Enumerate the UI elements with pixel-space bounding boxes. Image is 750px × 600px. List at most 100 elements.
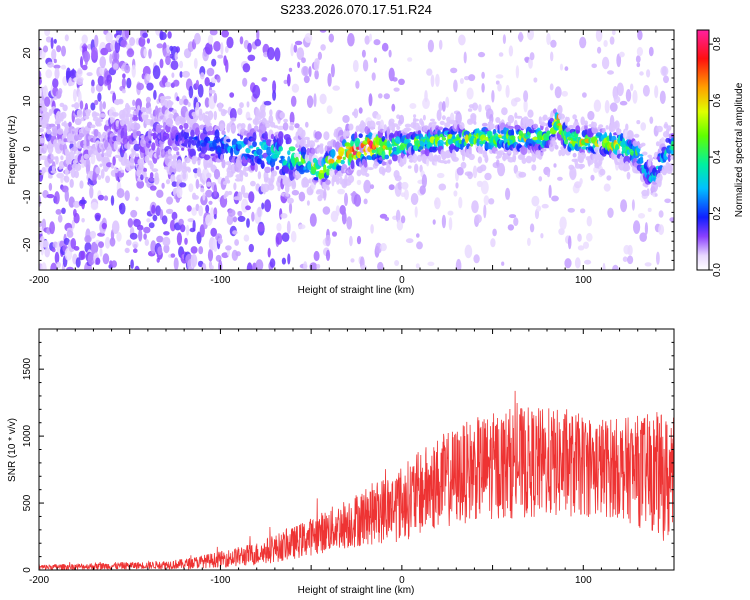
spectrogram-cell — [190, 129, 195, 138]
spectrogram-cell — [109, 237, 116, 247]
spectrogram-cell — [320, 44, 326, 51]
spectrogram-cell — [479, 164, 487, 172]
colorbar-tick-label: 0.8 — [712, 37, 723, 51]
spectrogram-cell — [460, 161, 467, 169]
spectrogram-cell — [579, 36, 587, 49]
spectrogram-cell — [98, 241, 104, 249]
spectrogram-cell — [86, 72, 93, 77]
spectrogram-cell — [527, 118, 534, 128]
spectrogram-cell — [142, 32, 149, 38]
spectrogram-cell — [548, 143, 555, 152]
spectrogram-cell — [124, 190, 130, 202]
spectrogram-cell — [53, 58, 57, 64]
spectrogram-cell — [379, 119, 384, 129]
spectrogram-cell — [466, 87, 474, 100]
spectrogram-cell — [662, 170, 667, 176]
spectrogram-cell — [90, 85, 95, 94]
spectrogram-cell — [356, 151, 362, 159]
spectrogram-cell — [124, 247, 130, 254]
spectrogram-cell — [179, 116, 186, 125]
spectrogram-cell — [448, 217, 453, 231]
spectrogram-cell — [220, 42, 224, 56]
spectrogram-cell — [495, 117, 501, 123]
spectrogram-cell — [170, 174, 176, 184]
spectrogram-cell — [352, 59, 359, 73]
spectrogram-cell — [132, 99, 136, 107]
spectrogram-cell — [554, 144, 559, 150]
spectrogram-cell — [564, 66, 569, 71]
y-tick-label: 500 — [22, 494, 33, 511]
spectrogram-cell — [480, 146, 483, 155]
snr-panel: -200 -100 0 100 0 500 1000 1500 Height o… — [7, 328, 675, 596]
spectrogram-cell — [45, 36, 52, 43]
spectrogram-cell — [170, 60, 179, 71]
spectrogram-cell — [198, 111, 203, 121]
spectrogram-cell — [316, 189, 324, 193]
spectrogram-cell — [99, 113, 106, 118]
spectrogram-cell — [498, 52, 504, 57]
x-tick-label: 100 — [575, 575, 592, 586]
spectrogram-cell — [164, 95, 172, 100]
spectrogram-cell — [527, 109, 534, 118]
spectrogram-cell — [417, 125, 422, 132]
spectrogram-cell — [513, 164, 518, 174]
spectrogram-cell — [564, 258, 572, 269]
spectrogram-cell — [356, 235, 362, 245]
spectrogram-cell — [301, 57, 306, 64]
colorbar-tick-label: 0.4 — [712, 150, 723, 164]
spectrogram-cell — [532, 136, 539, 141]
spectrogram-cell — [587, 110, 595, 121]
spectrogram-cell — [367, 167, 374, 171]
spectrogram-cell — [246, 262, 253, 270]
spectrogram-cell — [188, 85, 194, 99]
spectrogram-cell — [95, 214, 101, 222]
spectrogram-cell — [143, 167, 148, 173]
spectrogram-cell — [257, 206, 262, 218]
spectrogram-cell — [210, 207, 215, 221]
spectrogram-cell — [143, 171, 147, 179]
spectrogram-cell — [479, 140, 484, 145]
spectrogram-cell — [107, 154, 112, 158]
spectrogram-cell — [378, 93, 383, 99]
spectrogram-cell — [178, 218, 184, 226]
spectrogram-cell — [438, 39, 443, 50]
spectrogram-cell — [140, 107, 147, 113]
spectrogram-cell — [245, 205, 251, 211]
spectrogram-cell — [210, 227, 217, 237]
spectrogram-cell — [126, 105, 131, 114]
spectrogram-cell — [89, 230, 96, 239]
spectrogram-cell — [170, 253, 176, 258]
spectrogram-cell — [488, 198, 495, 205]
spectrogram-cell — [656, 125, 663, 133]
spectrogram-cell — [202, 192, 206, 201]
y-tick-label: 20 — [22, 47, 33, 59]
spectrogram-cell — [473, 121, 477, 125]
spectrogram-cell — [162, 236, 171, 247]
spectrogram-cell — [290, 43, 294, 57]
spectrogram-cell — [348, 123, 354, 131]
spectrogram-cell — [278, 146, 284, 152]
spectrogram-cell — [258, 122, 267, 134]
spectrogram-cell — [166, 196, 174, 205]
spectrogram-cell — [134, 265, 140, 270]
spectrogram-cell — [165, 179, 171, 185]
spectrogram-cell — [656, 172, 663, 183]
spectrogram-cell — [436, 172, 445, 179]
spectrogram-cell — [654, 193, 658, 197]
spectrogram-cell — [560, 147, 566, 157]
spectrogram-cell — [380, 243, 387, 252]
spectrogram-cell — [340, 159, 345, 165]
spectrogram-cell — [204, 77, 210, 87]
spectrogram-cell — [363, 160, 368, 168]
spectrogram-cell — [332, 85, 341, 91]
spectrogram-cell — [159, 95, 167, 101]
spectrogram-cell — [130, 259, 134, 269]
spectrogram-cell — [136, 130, 142, 136]
spectrogram-cell — [627, 255, 634, 265]
spectrogram-cell — [601, 56, 610, 70]
spectrogram-cell — [217, 237, 223, 245]
spectrogram-cell — [149, 177, 155, 182]
spectrogram-cell — [247, 42, 252, 53]
spectrogram-cell — [670, 156, 674, 160]
spectrogram-cell — [272, 80, 277, 94]
